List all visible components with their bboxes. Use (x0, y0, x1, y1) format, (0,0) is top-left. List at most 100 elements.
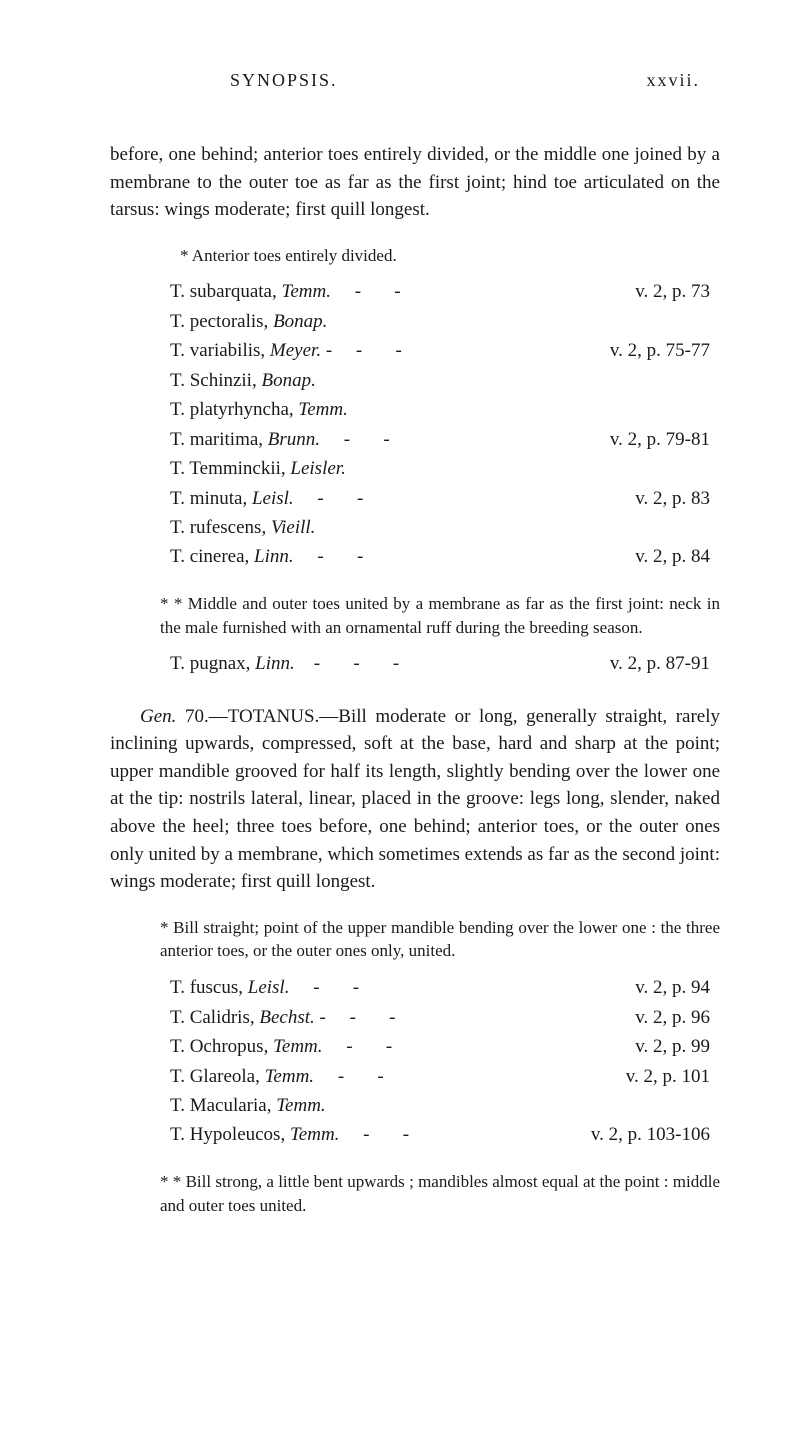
species-row: T. pectoralis, Bonap. (170, 307, 720, 336)
dash: - - (323, 1036, 393, 1057)
species-name: T. Schinzii, Bonap. (170, 366, 316, 395)
species-label: T. cinerea, (170, 546, 254, 567)
species-name: T. Glareola, Temm. - - (170, 1062, 384, 1091)
intro-paragraph-1: before, one behind; anterior toes entire… (110, 141, 720, 224)
species-name: T. platyrhyncha, Temm. (170, 395, 348, 424)
species-name: T. Macularia, Temm. (170, 1091, 326, 1120)
species-label: T. maritima, (170, 429, 268, 450)
species-ref: v. 2, p. 73 (635, 277, 720, 306)
species-label: T. Calidris, (170, 1007, 259, 1028)
species-label: T. fuscus, (170, 977, 248, 998)
species-label: T. Ochropus, (170, 1036, 273, 1057)
species-authority: Temm. (290, 1124, 339, 1145)
species-authority: Leisl. (248, 977, 290, 998)
species-ref: v. 2, p. 99 (635, 1032, 720, 1061)
species-list-c: T. fuscus, Leisl. - -v. 2, p. 94T. Calid… (170, 973, 720, 1150)
species-label: T. Schinzii, (170, 370, 261, 391)
species-row: T. Calidris, Bechst. - - - v. 2, p. 96 (170, 1003, 720, 1032)
genus-number-name: 70.—TOTANUS.—Bill (185, 706, 367, 727)
genus-prefix: Gen. (140, 706, 176, 727)
species-name: T. maritima, Brunn. - - (170, 425, 390, 454)
species-name: T. pugnax, Linn. - - - (170, 649, 399, 678)
species-name: T. fuscus, Leisl. - - (170, 973, 359, 1002)
dash: - - (332, 340, 402, 361)
dash: - - (314, 1066, 384, 1087)
species-name: T. Calidris, Bechst. - - - (170, 1003, 396, 1032)
species-authority: Temm. (282, 281, 331, 302)
species-ref: v. 2, p. 87-91 (610, 649, 720, 678)
species-authority: Bonap. (261, 370, 315, 391)
species-authority: Temm. (273, 1036, 322, 1057)
species-suffix: - (321, 340, 332, 361)
species-row: T. maritima, Brunn. - - v. 2, p. 79-81 (170, 425, 720, 454)
species-row: T. Glareola, Temm. - - v. 2, p. 101 (170, 1062, 720, 1091)
species-name: T. cinerea, Linn. - - (170, 542, 363, 571)
species-ref: v. 2, p. 79-81 (610, 425, 720, 454)
species-label: T. subarquata, (170, 281, 282, 302)
species-name: T. subarquata, Temm. - - (170, 277, 401, 306)
species-row: T. Temminckii, Leisler. (170, 454, 720, 483)
section-note-b: * * Middle and outer toes united by a me… (160, 592, 720, 640)
species-ref: v. 2, p. 75-77 (610, 336, 720, 365)
species-authority: Leisl. (252, 488, 294, 509)
species-ref: v. 2, p. 83 (635, 484, 720, 513)
species-name: T. minuta, Leisl. - - (170, 484, 363, 513)
species-name: T. pectoralis, Bonap. (170, 307, 327, 336)
species-name: T. Temminckii, Leisler. (170, 454, 346, 483)
dash: - - (339, 1124, 409, 1145)
species-ref: v. 2, p. 101 (626, 1062, 720, 1091)
species-row: T. platyrhyncha, Temm. (170, 395, 720, 424)
species-label: T. Macularia, (170, 1095, 276, 1116)
header-right: xxvii. (646, 70, 700, 91)
section-note-c: * Bill straight; point of the upper mand… (160, 916, 720, 964)
species-authority: Linn. (254, 546, 294, 567)
species-row: T. subarquata, Temm. - - v. 2, p. 73 (170, 277, 720, 306)
species-authority: Bonap. (273, 311, 327, 332)
dash: - - (326, 1007, 396, 1028)
species-row: T. variabilis, Meyer. - - - v. 2, p. 75-7… (170, 336, 720, 365)
species-name: T. Ochropus, Temm. - - (170, 1032, 392, 1061)
dash: - - (294, 488, 364, 509)
dash: - - (289, 977, 359, 998)
species-row: T. minuta, Leisl. - - v. 2, p. 83 (170, 484, 720, 513)
genus-description: moderate or long, generally straight, ra… (110, 706, 720, 892)
species-ref: v. 2, p. 103-106 (591, 1120, 720, 1149)
species-suffix: - (315, 1007, 326, 1028)
species-row: T. Hypoleucos, Temm. - - v. 2, p. 103-106 (170, 1120, 720, 1149)
species-authority: Leisler. (290, 458, 345, 479)
species-authority: Temm. (265, 1066, 314, 1087)
dash: - - - (300, 653, 400, 674)
species-label: T. platyrhyncha, (170, 399, 298, 420)
species-authority: Bechst. (259, 1007, 314, 1028)
species-list-a: T. subarquata, Temm. - - v. 2, p. 73 T. pe… (170, 277, 720, 571)
species-label: T. pectoralis, (170, 311, 273, 332)
species-authority: Vieill. (271, 517, 316, 538)
header-left: SYNOPSIS. (230, 70, 338, 91)
dash: - - (331, 281, 401, 302)
species-ref: v. 2, p. 94 (635, 973, 720, 1002)
species-ref: v. 2, p. 96 (635, 1003, 720, 1032)
species-row: T. Macularia, Temm. (170, 1091, 720, 1120)
species-authority: Linn. (255, 653, 295, 674)
dash: - - (320, 429, 390, 450)
species-row: T. Ochropus, Temm. - - v. 2, p. 99 (170, 1032, 720, 1061)
species-name: T. variabilis, Meyer. - - - (170, 336, 402, 365)
page: SYNOPSIS. xxvii. before, one behind; ant… (0, 0, 800, 1430)
species-label: T. Glareola, (170, 1066, 265, 1087)
species-label: T. variabilis, (170, 340, 270, 361)
genus-70-paragraph: Gen. 70.—TOTANUS.—Bill moderate or long,… (110, 703, 720, 896)
species-row: T. Schinzii, Bonap. (170, 366, 720, 395)
species-label: T. Temminckii, (170, 458, 290, 479)
species-ref: v. 2, p. 84 (635, 542, 720, 571)
species-label: T. minuta, (170, 488, 252, 509)
species-label: T. Hypoleucos, (170, 1124, 290, 1145)
species-label: T. rufescens, (170, 517, 271, 538)
species-authority: Meyer. (270, 340, 321, 361)
species-row-b: T. pugnax, Linn. - - - v. 2, p. 87-91 (170, 649, 720, 678)
species-authority: Brunn. (268, 429, 320, 450)
species-name: T. Hypoleucos, Temm. - - (170, 1120, 409, 1149)
section-note-a: * Anterior toes entirely divided. (180, 244, 720, 268)
species-name: T. rufescens, Vieill. (170, 513, 315, 542)
species-authority: Temm. (276, 1095, 325, 1116)
species-row: T. fuscus, Leisl. - - v. 2, p. 94 (170, 973, 720, 1002)
